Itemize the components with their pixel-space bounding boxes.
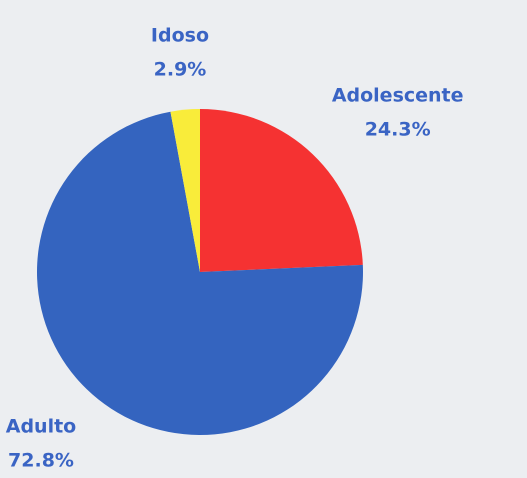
slice-label: Adulto	[6, 416, 76, 438]
slice-label: Adolescente	[332, 85, 464, 107]
slice-label: Idoso	[151, 24, 209, 46]
pie-slice	[36, 111, 363, 436]
slice-value: 2.9%	[154, 58, 207, 80]
pie-slice	[170, 109, 200, 272]
slice-value: 24.3%	[365, 119, 431, 141]
pie-slice	[200, 109, 363, 272]
slice-value: 72.8%	[8, 450, 74, 472]
